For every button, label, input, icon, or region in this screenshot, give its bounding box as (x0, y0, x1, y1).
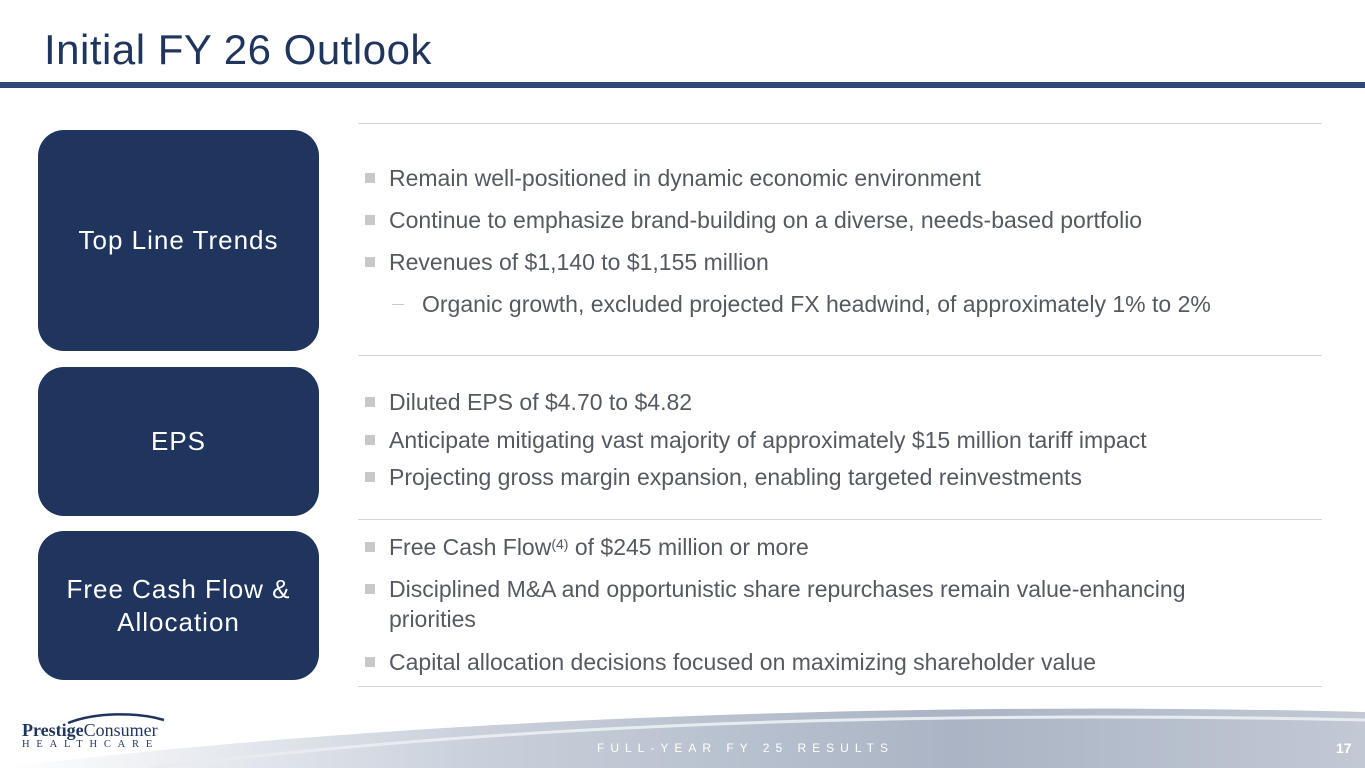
logo-arc-icon (67, 713, 165, 724)
eps-label: EPS (150, 426, 207, 457)
dash-bullet-icon (392, 304, 404, 305)
list-item: Projecting gross margin expansion, enabl… (365, 462, 1082, 492)
top-line-trends-label: Top Line Trends (78, 225, 279, 256)
sub-list-item: Organic growth, excluded projected FX he… (392, 289, 1211, 319)
list-item: Anticipate mitigating vast majority of a… (365, 425, 1147, 455)
bullet-square-icon (365, 657, 375, 667)
footnote-ref: (4) (551, 536, 569, 552)
company-logo: PrestigeConsumer HEALTHCARE (22, 713, 165, 750)
bullet-square-icon (365, 542, 375, 552)
list-item: Free Cash Flow(4) of $245 million or mor… (365, 532, 809, 562)
divider-2 (358, 519, 1322, 520)
slide-title: Initial FY 26 Outlook (44, 26, 432, 73)
bullet-square-icon (365, 435, 375, 445)
free-cash-flow-box: Free Cash Flow & Allocation (38, 531, 319, 680)
bullet-square-icon (365, 257, 375, 267)
free-cash-flow-label-line2: Allocation (117, 606, 240, 637)
bullet-square-icon (365, 173, 375, 183)
bullet-square-icon (365, 215, 375, 225)
divider-bottom (358, 686, 1322, 687)
eps-box: EPS (38, 367, 319, 516)
footer-text: FULL-YEAR FY 25 RESULTS (597, 741, 894, 755)
bullet-square-icon (365, 397, 375, 407)
divider-1 (358, 355, 1322, 356)
footer-swoosh (0, 708, 1365, 768)
page-number: 17 (1336, 740, 1352, 756)
title-underline (0, 82, 1365, 88)
list-item: Continue to emphasize brand-building on … (365, 205, 1142, 235)
list-item: Revenues of $1,140 to $1,155 million (365, 247, 769, 277)
list-item: Remain well-positioned in dynamic econom… (365, 163, 981, 193)
top-line-trends-box: Top Line Trends (38, 130, 319, 351)
list-item: Diluted EPS of $4.70 to $4.82 (365, 387, 692, 417)
list-item: Disciplined M&A and opportunistic share … (365, 574, 1186, 634)
bullet-square-icon (365, 472, 375, 482)
divider-top (358, 123, 1322, 124)
bullet-square-icon (365, 584, 375, 594)
list-item: Capital allocation decisions focused on … (365, 647, 1096, 677)
free-cash-flow-label-line1: Free Cash Flow & (66, 574, 291, 604)
